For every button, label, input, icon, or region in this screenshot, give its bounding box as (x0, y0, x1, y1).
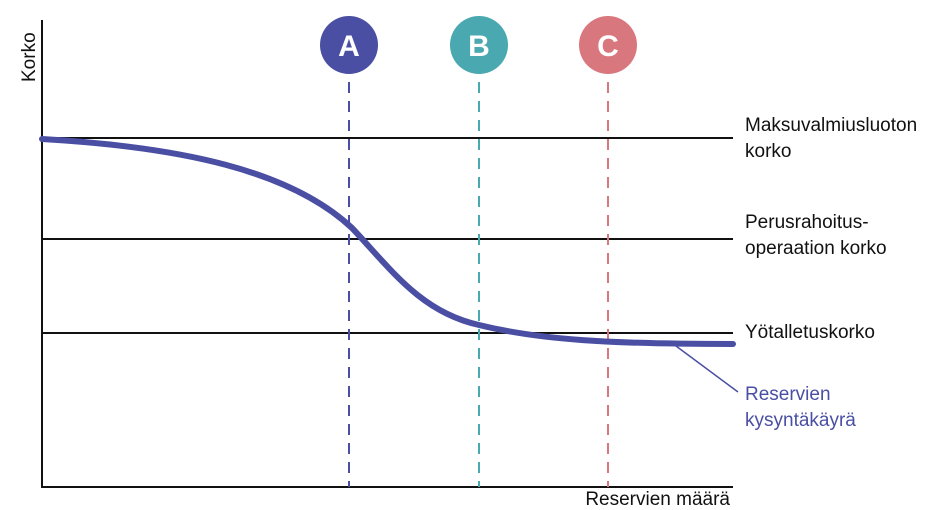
marker-a: A (320, 16, 378, 74)
x-axis-label: Reservien määrä (585, 489, 730, 510)
lending-rate-label-line2: korko (745, 141, 791, 162)
curve-label-line1: Reservien (745, 384, 831, 405)
main-rate-label-line1: Perusrahoitus- (745, 212, 869, 233)
marker-b: B (450, 16, 508, 74)
lending-rate-label-line1: Maksuvalmiusluoton (745, 115, 917, 136)
marker-c-circle (579, 16, 637, 74)
reserve-demand-curve (39, 136, 736, 347)
marker-a-circle (320, 16, 378, 74)
deposit-rate-label: Yötalletuskorko (745, 322, 875, 343)
y-axis-label: Korko (19, 32, 40, 82)
marker-a-letter: A (338, 30, 360, 63)
curve-label-pointer (675, 345, 739, 393)
marker-b-circle (450, 16, 508, 74)
marker-b-letter: B (468, 30, 490, 63)
main-rate-label-line2: operaation korko (745, 238, 887, 259)
marker-c-letter: C (597, 30, 619, 63)
curve-label-line2: kysyntäkäyrä (745, 410, 856, 431)
marker-c: C (579, 16, 637, 74)
